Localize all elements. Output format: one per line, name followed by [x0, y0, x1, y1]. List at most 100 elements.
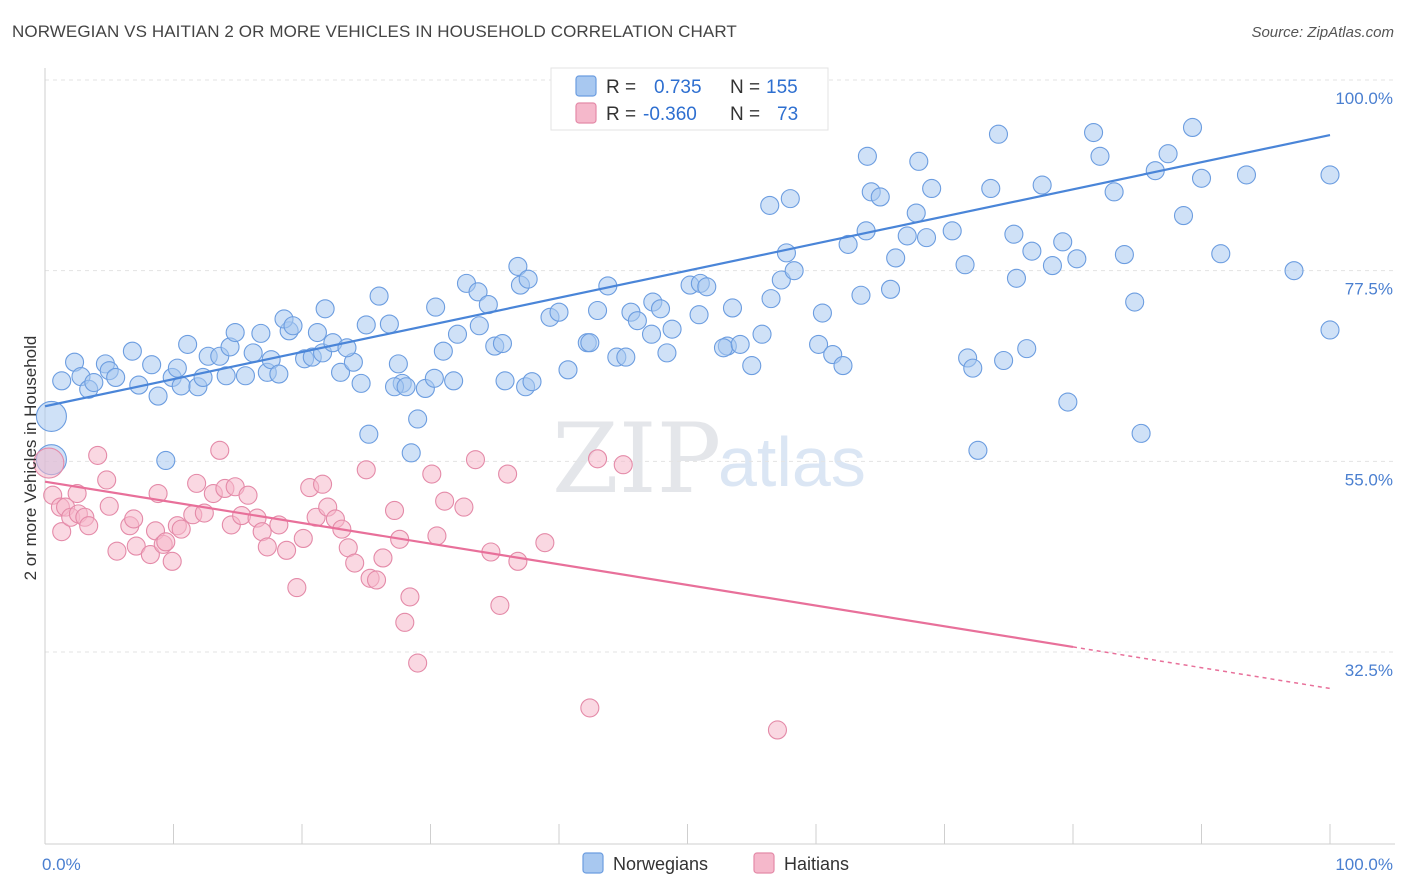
- haitian-point-26: [187, 473, 207, 493]
- haitian-point-16: [126, 536, 146, 556]
- haitians-trendline-extension: [1072, 646, 1331, 690]
- legend-n-label-norwegians: N =: [730, 77, 760, 98]
- legend-series: Norwegians Haitians: [582, 852, 849, 874]
- norwegian-point-126: [968, 440, 988, 460]
- watermark-atlas: atlas: [718, 423, 866, 501]
- haitian-point-71: [613, 455, 633, 475]
- norwegian-point-74: [558, 360, 578, 380]
- norwegian-point-56: [424, 368, 444, 388]
- watermark-zip: ZIP: [552, 403, 721, 515]
- norwegian-point-52: [396, 377, 416, 397]
- y-tick-label-3: 100.0%: [1335, 89, 1393, 108]
- norwegian-point-66: [492, 333, 513, 354]
- norwegian-point-144: [1131, 423, 1151, 443]
- norwegian-point-102: [760, 195, 780, 215]
- norwegian-point-148: [1182, 117, 1203, 138]
- norwegian-point-100: [771, 270, 791, 290]
- legend-swatch-norwegians: [575, 75, 597, 97]
- norwegian-point-149: [1191, 168, 1212, 188]
- norwegian-point-87: [657, 343, 677, 363]
- trendlines: [44, 134, 1331, 690]
- x-tick-label-1: 100.0%: [1335, 855, 1393, 874]
- norwegians-trendline: [44, 134, 1331, 408]
- norwegian-point-135: [1042, 256, 1062, 276]
- norwegian-point-86: [650, 299, 671, 319]
- norwegian-point-94: [722, 298, 743, 318]
- norwegian-point-143: [1125, 292, 1145, 312]
- norwegian-point-98: [752, 324, 772, 344]
- haitian-point-40: [287, 578, 307, 598]
- y-axis-label: 2 or more Vehicles in Household: [21, 336, 40, 581]
- norwegian-point-106: [812, 303, 832, 323]
- haitian-point-39: [277, 540, 297, 560]
- legend-n-value-haitians: 73: [777, 104, 798, 125]
- norwegian-point-122: [942, 221, 962, 241]
- norwegian-point-83: [627, 311, 647, 331]
- haitian-point-62: [454, 497, 474, 517]
- norwegian-point-68: [508, 256, 528, 276]
- norwegian-point-60: [447, 324, 468, 344]
- haitian-point-21: [156, 532, 176, 552]
- chart-source: Source: ZipAtlas.com: [1251, 24, 1394, 41]
- norwegian-point-128: [988, 124, 1009, 144]
- norwegian-point-58: [444, 371, 464, 391]
- norwegian-point-16: [167, 358, 187, 378]
- haitian-point-50: [356, 460, 376, 480]
- norwegian-point-142: [1114, 245, 1134, 265]
- norwegian-point-120: [922, 178, 942, 199]
- norwegian-point-117: [897, 226, 917, 246]
- norwegian-point-92: [697, 277, 717, 297]
- haitian-point-59: [422, 464, 442, 484]
- haitian-point-72: [767, 720, 788, 740]
- norwegian-point-55: [401, 443, 421, 463]
- grid-lines: [45, 79, 1395, 653]
- haitian-point-44: [313, 474, 333, 494]
- haitian-point-54: [384, 500, 405, 521]
- chart-title: NORWEGIAN VS HAITIAN 2 OR MORE VEHICLES …: [12, 22, 737, 41]
- legend-bottom-swatch-haitians: [753, 852, 775, 874]
- norwegian-point-115: [880, 279, 901, 299]
- haitian-point-65: [490, 595, 510, 615]
- norwegian-point-146: [1158, 144, 1178, 164]
- norwegian-point-91: [689, 305, 709, 325]
- norwegian-point-26: [235, 366, 256, 386]
- norwegian-point-54: [408, 409, 428, 429]
- legend-r-label-haitians: R =: [606, 104, 636, 125]
- norwegian-point-41: [330, 362, 351, 382]
- haitian-point-69: [580, 698, 600, 718]
- haitian-point-22: [162, 551, 182, 571]
- haitian-point-70: [587, 449, 608, 469]
- norwegian-point-47: [369, 286, 389, 306]
- norwegian-point-139: [1084, 122, 1104, 143]
- haitian-point-63: [465, 450, 486, 470]
- norwegian-point-34: [283, 316, 303, 336]
- norwegian-point-103: [780, 189, 800, 209]
- norwegian-point-96: [730, 334, 750, 354]
- norwegian-point-101: [776, 243, 796, 263]
- norwegian-point-138: [1067, 249, 1087, 269]
- norwegians-points: [35, 117, 1340, 476]
- norwegian-point-104: [784, 261, 804, 281]
- norwegian-point-2: [52, 371, 72, 391]
- norwegian-point-27: [243, 343, 263, 363]
- x-tick-label-0: 0.0%: [42, 855, 81, 874]
- norwegian-point-95: [713, 338, 734, 358]
- haitian-point-12: [99, 496, 119, 516]
- tick-labels: 32.5% 55.0% 77.5% 100.0% 0.0% 100.0%: [42, 89, 1393, 874]
- norwegian-point-154: [1320, 320, 1340, 340]
- norwegian-point-59: [433, 341, 453, 361]
- norwegian-point-110: [851, 285, 871, 305]
- norwegian-point-140: [1090, 146, 1110, 166]
- norwegian-point-99: [761, 289, 781, 309]
- haitian-point-57: [400, 587, 420, 607]
- norwegian-point-137: [1058, 392, 1078, 412]
- norwegian-point-48: [359, 424, 379, 444]
- norwegian-point-129: [994, 350, 1014, 371]
- haitian-point-11: [97, 470, 117, 490]
- y-tick-label-1: 55.0%: [1345, 470, 1393, 489]
- haitian-point-68: [535, 533, 555, 553]
- norwegian-point-153: [1320, 165, 1340, 185]
- norwegian-point-108: [833, 356, 853, 376]
- haitian-point-60: [427, 526, 447, 546]
- norwegian-point-75: [549, 302, 569, 322]
